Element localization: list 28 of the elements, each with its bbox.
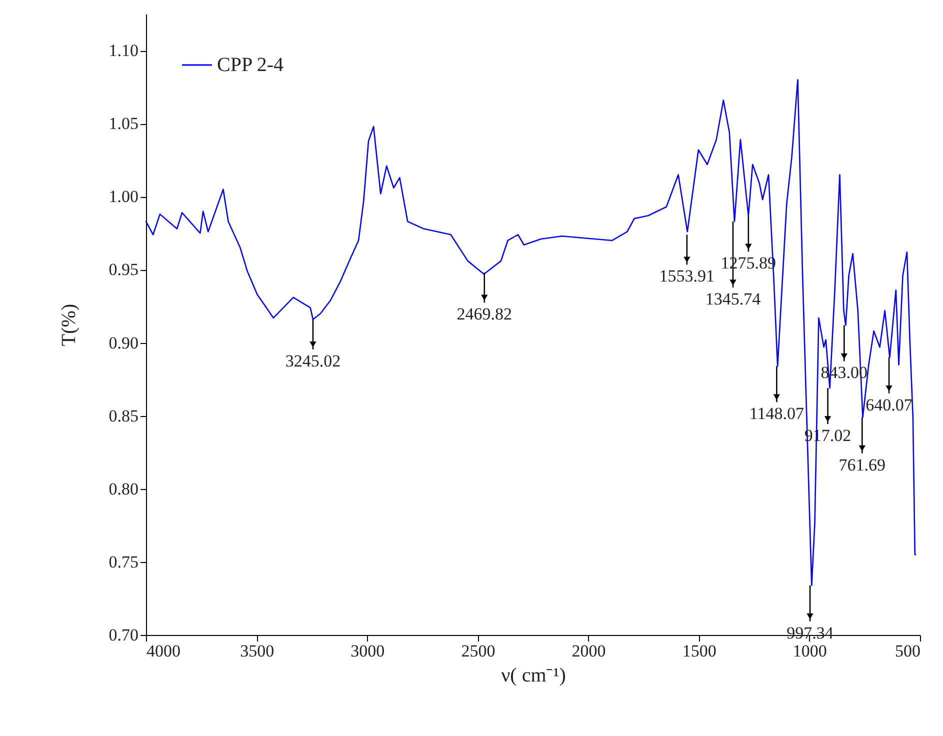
y-axis-title: T(%)	[58, 304, 80, 346]
x-tick-label: 3000	[350, 642, 385, 660]
x-tick-label: 1000	[792, 642, 827, 660]
annotation: 761.69	[838, 455, 886, 474]
annotation: 1345.74	[705, 289, 762, 308]
x-tick-label: 2000	[572, 642, 606, 660]
y-tick-label: 0.75	[108, 552, 138, 572]
line-series	[145, 79, 916, 586]
x-tick-label: 4000	[146, 642, 180, 660]
annotation: 1553.91	[659, 266, 715, 286]
annotation: 3245.02	[285, 351, 341, 370]
x-tick-label: 3500	[240, 642, 274, 660]
annotation: 1148.07	[749, 404, 804, 424]
y-tick-label: 0.85	[108, 406, 138, 426]
annotation: 2469.82	[456, 304, 512, 324]
y-tick-label: 0.70	[108, 626, 138, 644]
legend-label: CPP 2-4	[217, 54, 284, 76]
x-axis-title: ν( cm⁻¹)	[501, 664, 566, 686]
y-tick-label: 1.05	[108, 114, 138, 134]
x-tick-label: 500	[895, 642, 920, 660]
x-tick-label: 2500	[461, 642, 496, 660]
y-tick-label: 1.00	[108, 187, 138, 206]
annotation: 640.07	[866, 395, 913, 414]
y-tick-label: 0.90	[108, 333, 138, 352]
y-tick-label: 1.10	[108, 41, 138, 60]
y-tick-label: 0.95	[108, 260, 138, 280]
x-tick-label: 1500	[682, 642, 716, 660]
y-tick-label: 0.80	[108, 479, 138, 498]
